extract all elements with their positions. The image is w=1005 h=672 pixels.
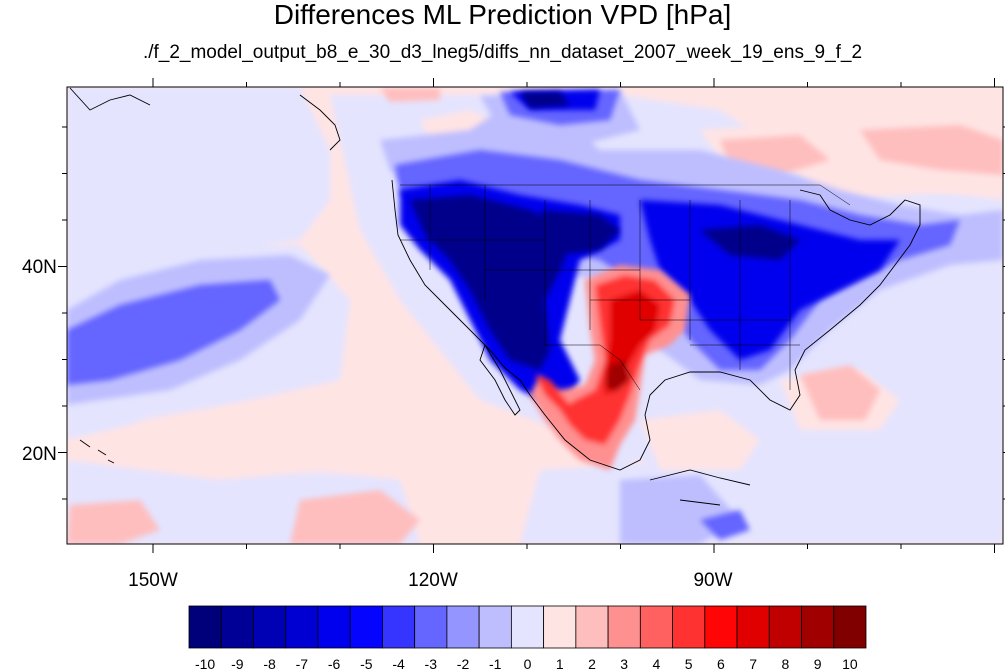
colorbar-box [349, 605, 383, 649]
colorbar-label: 4 [652, 656, 661, 672]
colorbar-box [833, 605, 867, 649]
colorbar-box [575, 605, 609, 649]
colorbar-box [768, 605, 802, 649]
colorbar-label: -6 [327, 656, 341, 672]
colorbar-label: 10 [842, 656, 858, 672]
colorbar-label: -2 [456, 656, 470, 672]
colorbar-box [317, 605, 351, 649]
coastlines [69, 87, 921, 506]
colorbar-box [253, 605, 287, 649]
map-frame [66, 86, 1004, 545]
colorbar-label: 8 [781, 656, 790, 672]
lat-label-40n: 40N [22, 257, 57, 278]
colorbar-label: -3 [424, 656, 437, 672]
colorbar-label: 3 [620, 656, 629, 672]
colorbar-label: 0 [523, 656, 532, 672]
colorbar-label: -1 [489, 656, 502, 672]
colorbar-box [639, 605, 673, 649]
tick-marks [58, 78, 1005, 553]
colorbar-label: 7 [749, 656, 758, 672]
colorbar-box [478, 605, 512, 649]
colorbar-label: 1 [555, 656, 564, 672]
colorbar-box [801, 605, 835, 649]
dark-red-core [605, 360, 630, 392]
colorbar-label: 5 [684, 656, 693, 672]
contour-field [67, 87, 1003, 544]
lon-label-90w: 90W [693, 570, 733, 591]
colorbar-label: 9 [813, 656, 822, 672]
lon-label-150w: 150W [128, 570, 178, 591]
lat-label-20n: 20N [22, 444, 57, 465]
colorbar-box [414, 605, 448, 649]
colorbar-box [607, 605, 641, 649]
colorbar-label: 2 [588, 656, 596, 672]
pale-red-pacific [120, 410, 400, 470]
colorbar-label: -8 [263, 656, 276, 672]
colorbar-box [510, 605, 545, 649]
colorbar-box [446, 605, 480, 649]
colorbar-label: -7 [295, 656, 309, 672]
colorbar-box [188, 605, 222, 649]
colorbar-label: -4 [392, 656, 405, 672]
colorbar-box [672, 605, 706, 649]
colorbar-box [543, 605, 577, 649]
mexico-strip [535, 375, 570, 410]
colorbar-label: -10 [194, 656, 216, 672]
colorbar-box [736, 605, 770, 649]
colorbar-box [704, 605, 738, 649]
colorbar-box [382, 605, 416, 649]
red-anomaly [530, 265, 690, 470]
colorbar-box [285, 605, 319, 649]
colorbar-box [220, 605, 254, 649]
map-subtitle: ./f_2_model_output_b8_e_30_d3_lneg5/diff… [142, 42, 863, 63]
deep-blue-core [410, 92, 800, 370]
colorbar-label: -5 [360, 656, 373, 672]
lon-label-120w: 120W [408, 570, 458, 591]
colorbar [188, 605, 867, 649]
colorbar-label: -9 [231, 656, 244, 672]
colorbar-label: 6 [717, 656, 725, 672]
state-borders [400, 184, 851, 391]
map-title: Differences ML Prediction VPD [hPa] [273, 0, 732, 30]
